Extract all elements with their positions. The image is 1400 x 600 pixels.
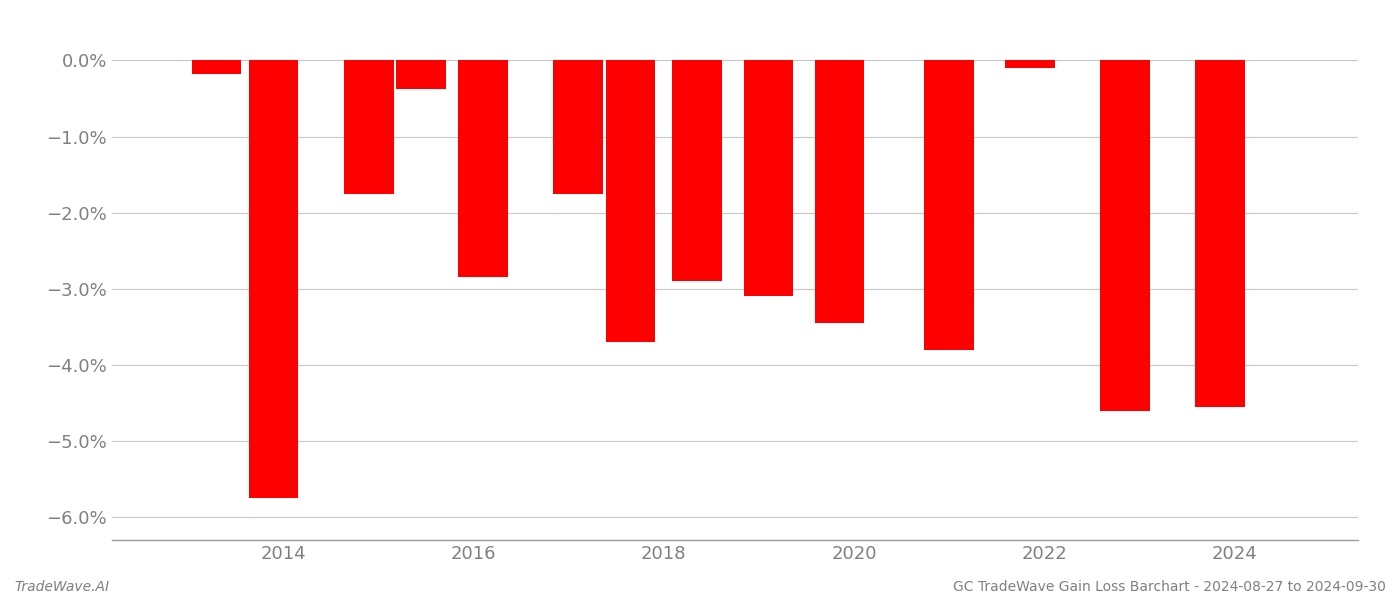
- Bar: [815, 61, 864, 323]
- Text: TradeWave.AI: TradeWave.AI: [14, 580, 109, 594]
- Bar: [396, 61, 445, 89]
- Bar: [743, 61, 792, 296]
- Bar: [344, 61, 393, 194]
- Bar: [553, 61, 603, 194]
- Bar: [1100, 61, 1149, 410]
- Bar: [606, 61, 655, 342]
- Bar: [672, 61, 721, 281]
- Bar: [924, 61, 974, 350]
- Bar: [458, 61, 508, 277]
- Bar: [1196, 61, 1245, 407]
- Text: GC TradeWave Gain Loss Barchart - 2024-08-27 to 2024-09-30: GC TradeWave Gain Loss Barchart - 2024-0…: [953, 580, 1386, 594]
- Bar: [192, 61, 241, 74]
- Bar: [249, 61, 298, 498]
- Bar: [1005, 61, 1054, 68]
